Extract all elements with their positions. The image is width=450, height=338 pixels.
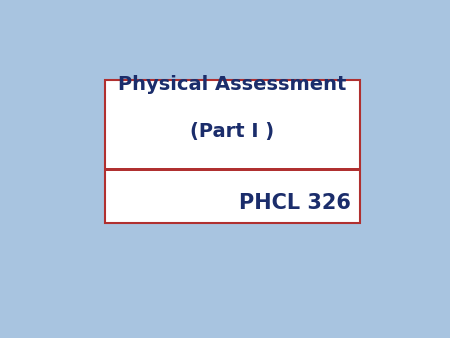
Bar — [105, 80, 360, 223]
Text: Physical Assessment

(Part I ): Physical Assessment (Part I ) — [118, 75, 346, 142]
Bar — [105, 168, 360, 171]
Text: PHCL 326: PHCL 326 — [239, 193, 351, 213]
